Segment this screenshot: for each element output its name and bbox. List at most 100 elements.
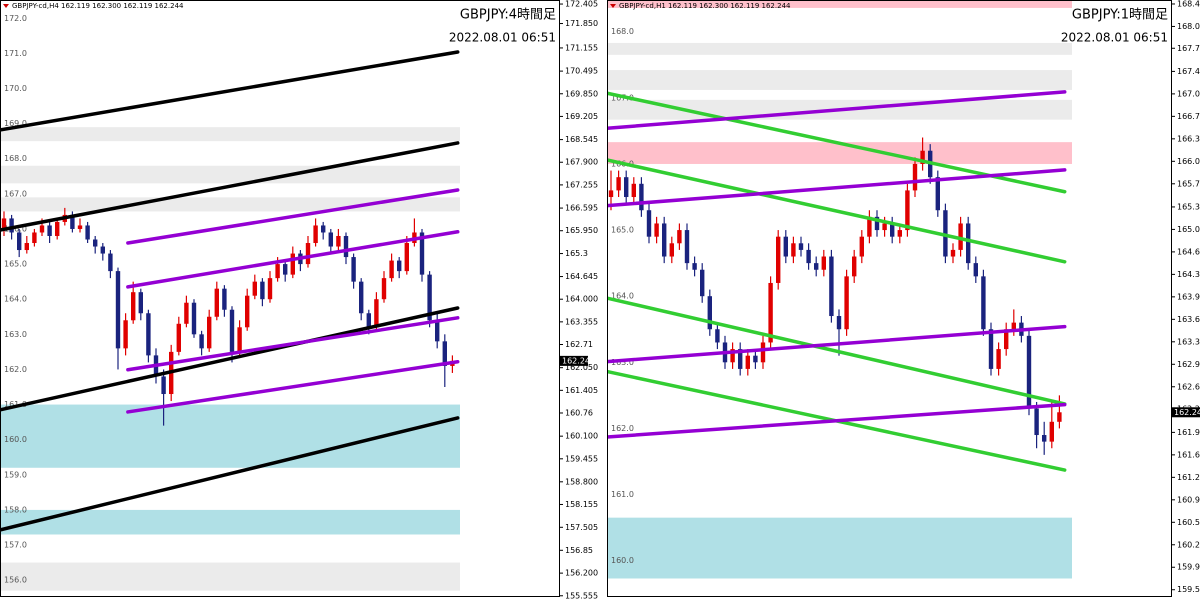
y-tick-label: 155.555 — [565, 591, 598, 600]
candle-body — [745, 355, 750, 369]
candle-body — [321, 225, 326, 233]
candle-body — [115, 271, 121, 349]
candle-body — [776, 236, 781, 283]
trend-line — [607, 168, 1067, 208]
y-tick-label: 163.990 — [1177, 292, 1200, 301]
candle-body — [1042, 435, 1047, 442]
candle-body — [404, 243, 409, 272]
level-label: 172.0 — [4, 14, 27, 23]
y-tick-label: 165.950 — [565, 226, 598, 235]
level-label: 168.0 — [611, 27, 634, 36]
candle-body — [343, 235, 349, 258]
candle-body — [397, 260, 402, 272]
candle-body — [684, 230, 690, 264]
header-icon — [3, 4, 9, 8]
chart-panel: 168.0167.0166.0165.0164.0163.0162.0161.0… — [607, 0, 1200, 597]
y-tick-label: 168.080 — [1177, 22, 1200, 31]
zone-band — [0, 127, 460, 142]
y-tick-label: 172.405 — [565, 0, 598, 9]
level-label: 162.0 — [4, 365, 27, 374]
candle-body — [100, 246, 105, 254]
candle-body — [70, 214, 75, 229]
candle-body — [283, 264, 288, 275]
candle-body — [374, 299, 379, 328]
y-tick-label: 160.920 — [1177, 495, 1200, 504]
candle-body — [267, 278, 273, 300]
candle-body — [229, 309, 235, 352]
candle-body — [874, 216, 880, 231]
candle-body — [39, 225, 45, 233]
trend-line — [0, 306, 460, 412]
y-tick-label: 167.750 — [1177, 44, 1200, 53]
level-label: 169.0 — [4, 119, 27, 128]
candle-body — [93, 239, 98, 247]
plot-area: 168.0167.0166.0165.0164.0163.0162.0161.0… — [607, 0, 1072, 579]
plot-frame — [607, 0, 1172, 597]
candle-body — [867, 216, 872, 237]
trend-line — [126, 188, 460, 245]
trend-line — [126, 359, 460, 414]
candle-body — [806, 249, 811, 264]
candle-body — [131, 292, 136, 321]
candle-body — [184, 302, 189, 324]
y-tick-label: 161.260 — [1177, 473, 1200, 482]
candle-body — [844, 276, 849, 330]
candle-body — [359, 281, 364, 314]
level-label: 165.0 — [4, 260, 27, 269]
y-tick-label: 159.560 — [1177, 585, 1200, 594]
candle-body — [768, 282, 773, 343]
candle-body — [305, 243, 311, 265]
chart-panel: 172.0 171.0 170.0 169.0 168.0 167.0 166.0 165.0… — [0, 0, 598, 600]
chart-timestamp: 2022.08.01 06:51 — [1061, 31, 1168, 45]
level-label: 159.0 — [4, 470, 27, 479]
candle-body — [624, 177, 629, 198]
y-tick-label: 160.240 — [1177, 540, 1200, 549]
candle-body — [290, 253, 295, 275]
y-tick-label: 168.545 — [565, 135, 598, 144]
candle-body — [85, 225, 90, 240]
candle-body — [1011, 322, 1016, 330]
level-label: 168.0 — [4, 154, 27, 163]
candle-body — [973, 263, 978, 277]
trend-line — [607, 402, 1067, 439]
y-tick-label: 164.645 — [565, 272, 598, 281]
zone-band — [607, 42, 1072, 55]
zone-band — [0, 165, 460, 184]
y-tick-label: 158.800 — [565, 477, 598, 486]
y-tick-label: 166.595 — [565, 204, 598, 213]
candle-body — [24, 243, 29, 251]
y-tick-label: 171.850 — [565, 19, 598, 28]
candle-body — [381, 278, 387, 300]
candle-body — [1004, 329, 1009, 350]
y-tick-label: 165.350 — [1177, 202, 1200, 211]
y-tick-label: 163.650 — [1177, 315, 1200, 324]
candle-body — [1, 218, 7, 229]
candle-body — [1057, 412, 1062, 422]
candle-body — [798, 243, 804, 250]
y-tick-label: 159.900 — [1177, 563, 1200, 572]
y-tick-label: 162.630 — [1177, 382, 1200, 391]
chart-header: GBPJPY-cd,H4 162.119 162.300 162.119 162… — [12, 2, 184, 10]
candle-body — [700, 269, 705, 297]
candle-body — [32, 232, 37, 244]
candle-body — [829, 256, 834, 317]
candle-body — [859, 236, 864, 257]
candle-body — [9, 218, 14, 233]
y-tick-label: 171.155 — [565, 43, 598, 52]
y-tick-label: 163.355 — [565, 317, 598, 326]
candle-body — [199, 334, 204, 349]
level-label: 167.0 — [4, 189, 27, 198]
plot-area: 172.0 171.0 170.0 169.0 168.0 167.0 166.0 165.0… — [0, 14, 460, 591]
candle-body — [852, 256, 857, 277]
y-tick-label: 167.060 — [1177, 89, 1200, 98]
plot-frame — [0, 0, 560, 597]
zone-band — [607, 517, 1072, 579]
candle-body — [814, 263, 819, 270]
candle-body — [176, 323, 181, 352]
zone-band — [0, 404, 460, 468]
candle-body — [836, 316, 842, 330]
y-tick-label: 165.3 — [565, 249, 588, 258]
y-tick-label: 168.420 — [1177, 0, 1200, 8]
